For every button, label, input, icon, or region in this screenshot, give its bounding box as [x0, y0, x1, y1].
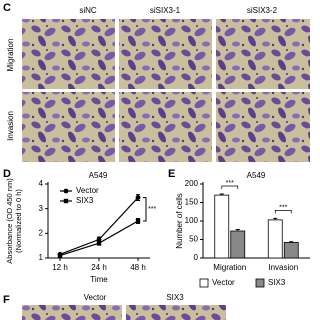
column-label: siSIX3-1 [150, 6, 181, 15]
micrograph [119, 19, 212, 89]
legend-marker [63, 188, 69, 194]
legend-label: Vector [76, 186, 99, 195]
column-label: siNC [79, 6, 97, 15]
y-tick-label: 50 [189, 235, 198, 244]
row-label: Migration [6, 39, 15, 72]
panel-label: E [168, 168, 175, 180]
x-tick-label: 24 h [91, 263, 107, 272]
point [135, 218, 141, 224]
micrograph [216, 19, 310, 89]
legend-marker [63, 198, 69, 204]
micrograph [126, 305, 226, 320]
point [96, 237, 102, 242]
point [135, 195, 141, 200]
panel-label: D [3, 168, 11, 180]
x-tick-label: Invasion [268, 263, 298, 272]
legend-label: Vector [212, 278, 235, 287]
column-label: Vector [84, 293, 107, 302]
row-label: Invasion [6, 111, 15, 141]
error-bar [273, 217, 278, 220]
significance-bracket [143, 197, 147, 222]
series-line [59, 197, 139, 255]
micrograph [22, 19, 115, 89]
annotation: *** [279, 204, 287, 211]
micrograph [22, 305, 122, 320]
y-tick-label: 0 [194, 253, 199, 262]
micrograph [216, 92, 310, 162]
micrograph [119, 92, 212, 162]
significance-bracket [274, 210, 292, 214]
chart-title: A549 [247, 171, 266, 180]
y-axis-label: Absorbance (OD 450 nm) [5, 178, 14, 264]
annotation: *** [226, 180, 234, 187]
column-label: SIX3 [166, 293, 184, 302]
point [57, 253, 63, 258]
panel-label: C [3, 2, 11, 14]
legend-swatch [255, 278, 265, 288]
bar [267, 219, 283, 259]
column-label: siSIX3-2 [247, 6, 278, 15]
y-axis-label: (Normalized to 0 h) [14, 189, 23, 253]
error-bar [219, 193, 224, 196]
y-tick-label: 4 [39, 179, 44, 188]
legend-label: SIX3 [268, 278, 286, 287]
point [96, 241, 102, 246]
significance-bracket [221, 185, 239, 189]
legend-label: SIX3 [76, 196, 94, 205]
y-tick-label: 1 [39, 253, 44, 262]
legend-swatch [199, 278, 209, 288]
error-bar [235, 229, 240, 231]
chart-title: A549 [89, 171, 108, 180]
micrograph [22, 92, 115, 162]
x-tick-label: 12 h [52, 263, 68, 272]
y-tick-label: 2 [39, 228, 44, 237]
y-tick-label: 100 [185, 216, 199, 225]
x-tick-label: Migration [213, 263, 246, 272]
x-axis-label: Time [90, 275, 108, 284]
y-axis-label: Number of cells [175, 193, 184, 249]
y-tick-label: 3 [39, 204, 44, 213]
y-tick-label: 200 [185, 179, 199, 188]
bar [230, 230, 246, 259]
bar [214, 194, 230, 259]
error-bar [289, 241, 294, 243]
x-tick-label: 48 h [130, 263, 146, 272]
bar [283, 242, 299, 259]
annotation: *** [148, 206, 156, 213]
y-tick-label: 150 [185, 198, 199, 207]
panel-label: F [3, 294, 10, 306]
